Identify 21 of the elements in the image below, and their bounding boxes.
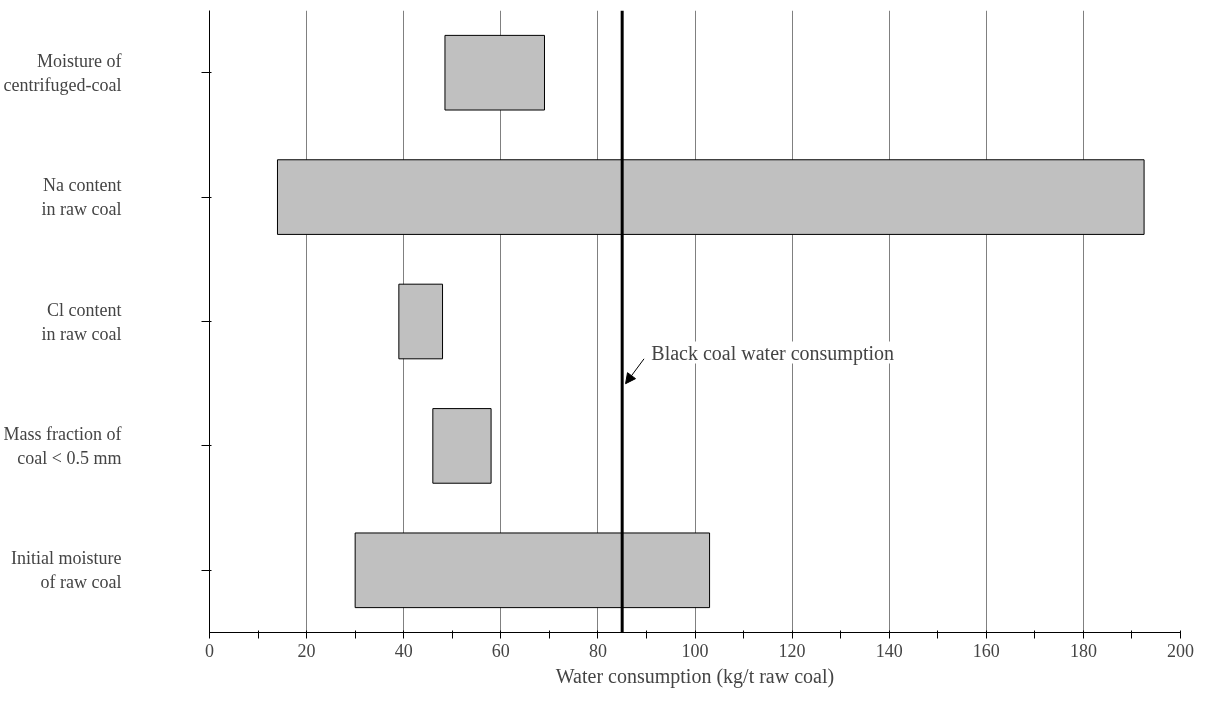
x-tick-label: 100	[681, 640, 709, 661]
bar	[398, 283, 444, 360]
bar	[432, 408, 492, 484]
x-tick-label: 160	[972, 640, 1000, 661]
y-tick-label: Mass fraction of coal < 0.5 mm	[3, 423, 122, 468]
y-tick-label: Initial moisture of raw coal	[11, 548, 122, 593]
bar	[444, 34, 545, 111]
x-tick-label: 0	[205, 640, 214, 661]
x-tick-label: 200	[1167, 640, 1194, 661]
x-tick-label: 180	[1069, 640, 1097, 661]
x-axis-title: Water consumption (kg/t raw coal)	[555, 664, 835, 688]
ref-line-label: Black coal water consumption	[651, 341, 895, 365]
y-tick-label: Moisture of centrifuged-coal	[3, 50, 122, 95]
x-tick-label: 60	[491, 640, 510, 661]
y-tick-label: Cl content in raw coal	[41, 299, 122, 344]
y-tick-label: Na content in raw coal	[41, 175, 122, 220]
x-tick-label: 40	[394, 640, 413, 661]
x-tick-label: 140	[875, 640, 903, 661]
x-tick-label: 120	[778, 640, 806, 661]
x-tick-label: 80	[588, 640, 607, 661]
x-tick-label: 20	[297, 640, 316, 661]
